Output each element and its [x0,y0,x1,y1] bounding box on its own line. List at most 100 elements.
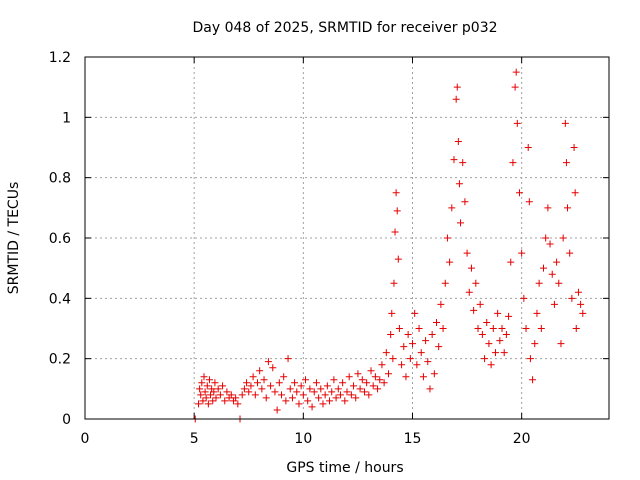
data-point [555,279,563,287]
data-point [485,340,493,348]
data-point [209,397,217,405]
data-point [365,391,373,399]
data-point [288,394,296,402]
data-point [352,394,360,402]
data-point [310,388,318,396]
data-point [350,382,358,390]
data-point [299,391,307,399]
data-point [409,340,416,348]
data-point [210,388,218,396]
data-point [204,400,212,408]
data-point [205,376,213,384]
y-tick-label: 0.6 [49,231,71,247]
data-point [515,189,523,197]
data-point [395,325,403,332]
data-point [282,397,290,405]
data-point [400,343,408,351]
data-point [559,234,567,242]
data-point [232,394,240,402]
data-point [518,249,526,257]
data-point [417,349,425,357]
data-point [319,400,327,408]
data-point [369,382,377,390]
data-point [568,294,576,302]
data-point [454,137,462,145]
data-point [561,119,569,127]
data-point [199,397,207,405]
data-point [378,361,386,369]
data-point [202,394,210,402]
data-point [393,207,401,215]
data-point [402,373,410,381]
data-point [544,204,552,212]
data-point [535,279,543,287]
data-point [577,300,585,308]
data-point [264,358,272,366]
data-point [439,325,447,332]
data-point [540,264,547,272]
data-point [537,325,545,332]
data-point [343,388,351,396]
data-point [214,385,222,393]
data-point [286,385,294,393]
x-tick-labels: 0 5 10 15 20 [81,431,531,447]
data-point [297,382,305,390]
data-point [238,391,246,399]
data-point [428,331,436,339]
data-point [306,385,314,393]
data-point [507,258,515,266]
data-point [457,219,465,227]
data-point [291,379,299,387]
data-point [525,198,533,206]
y-tick-label: 0.2 [49,352,71,368]
data-point [376,376,384,384]
data-point [347,391,355,399]
data-point [571,189,579,197]
data-point [553,258,561,266]
data-point [448,204,456,212]
data-point [513,119,521,127]
data-point [234,400,242,408]
data-point [323,382,331,390]
data-point [196,385,204,393]
y-tick-label: 1.2 [49,50,71,66]
data-point [260,376,268,384]
data-point [546,240,554,248]
grid [85,57,609,419]
data-point [419,373,427,381]
data-point [295,400,303,408]
data-point [200,373,208,381]
data-point [321,391,329,399]
data-point [465,288,473,296]
data-point [562,159,570,167]
data-point [511,83,519,91]
data-point [328,388,336,396]
data-point [390,279,398,287]
data-point [211,379,219,387]
data-point [533,309,541,317]
data-point [446,258,454,266]
data-point [433,318,441,326]
data-point [243,379,251,387]
data-point [363,379,371,387]
data-point [374,385,382,393]
data-point [529,376,537,384]
data-point [505,312,513,320]
data-point [441,279,449,287]
data-point [336,391,344,399]
data-point [332,394,340,402]
data-point [406,355,414,363]
x-tick-label: 20 [513,431,531,447]
x-tick-label: 0 [81,431,90,447]
data-point [542,234,550,242]
y-tick-label: 0.8 [49,171,71,187]
data-point [317,385,325,393]
data-point [491,349,499,357]
data-point [275,379,283,387]
data-point [435,343,443,351]
data-point [548,270,556,278]
data-point [227,391,235,399]
data-point [474,325,482,332]
data-point [500,349,508,357]
